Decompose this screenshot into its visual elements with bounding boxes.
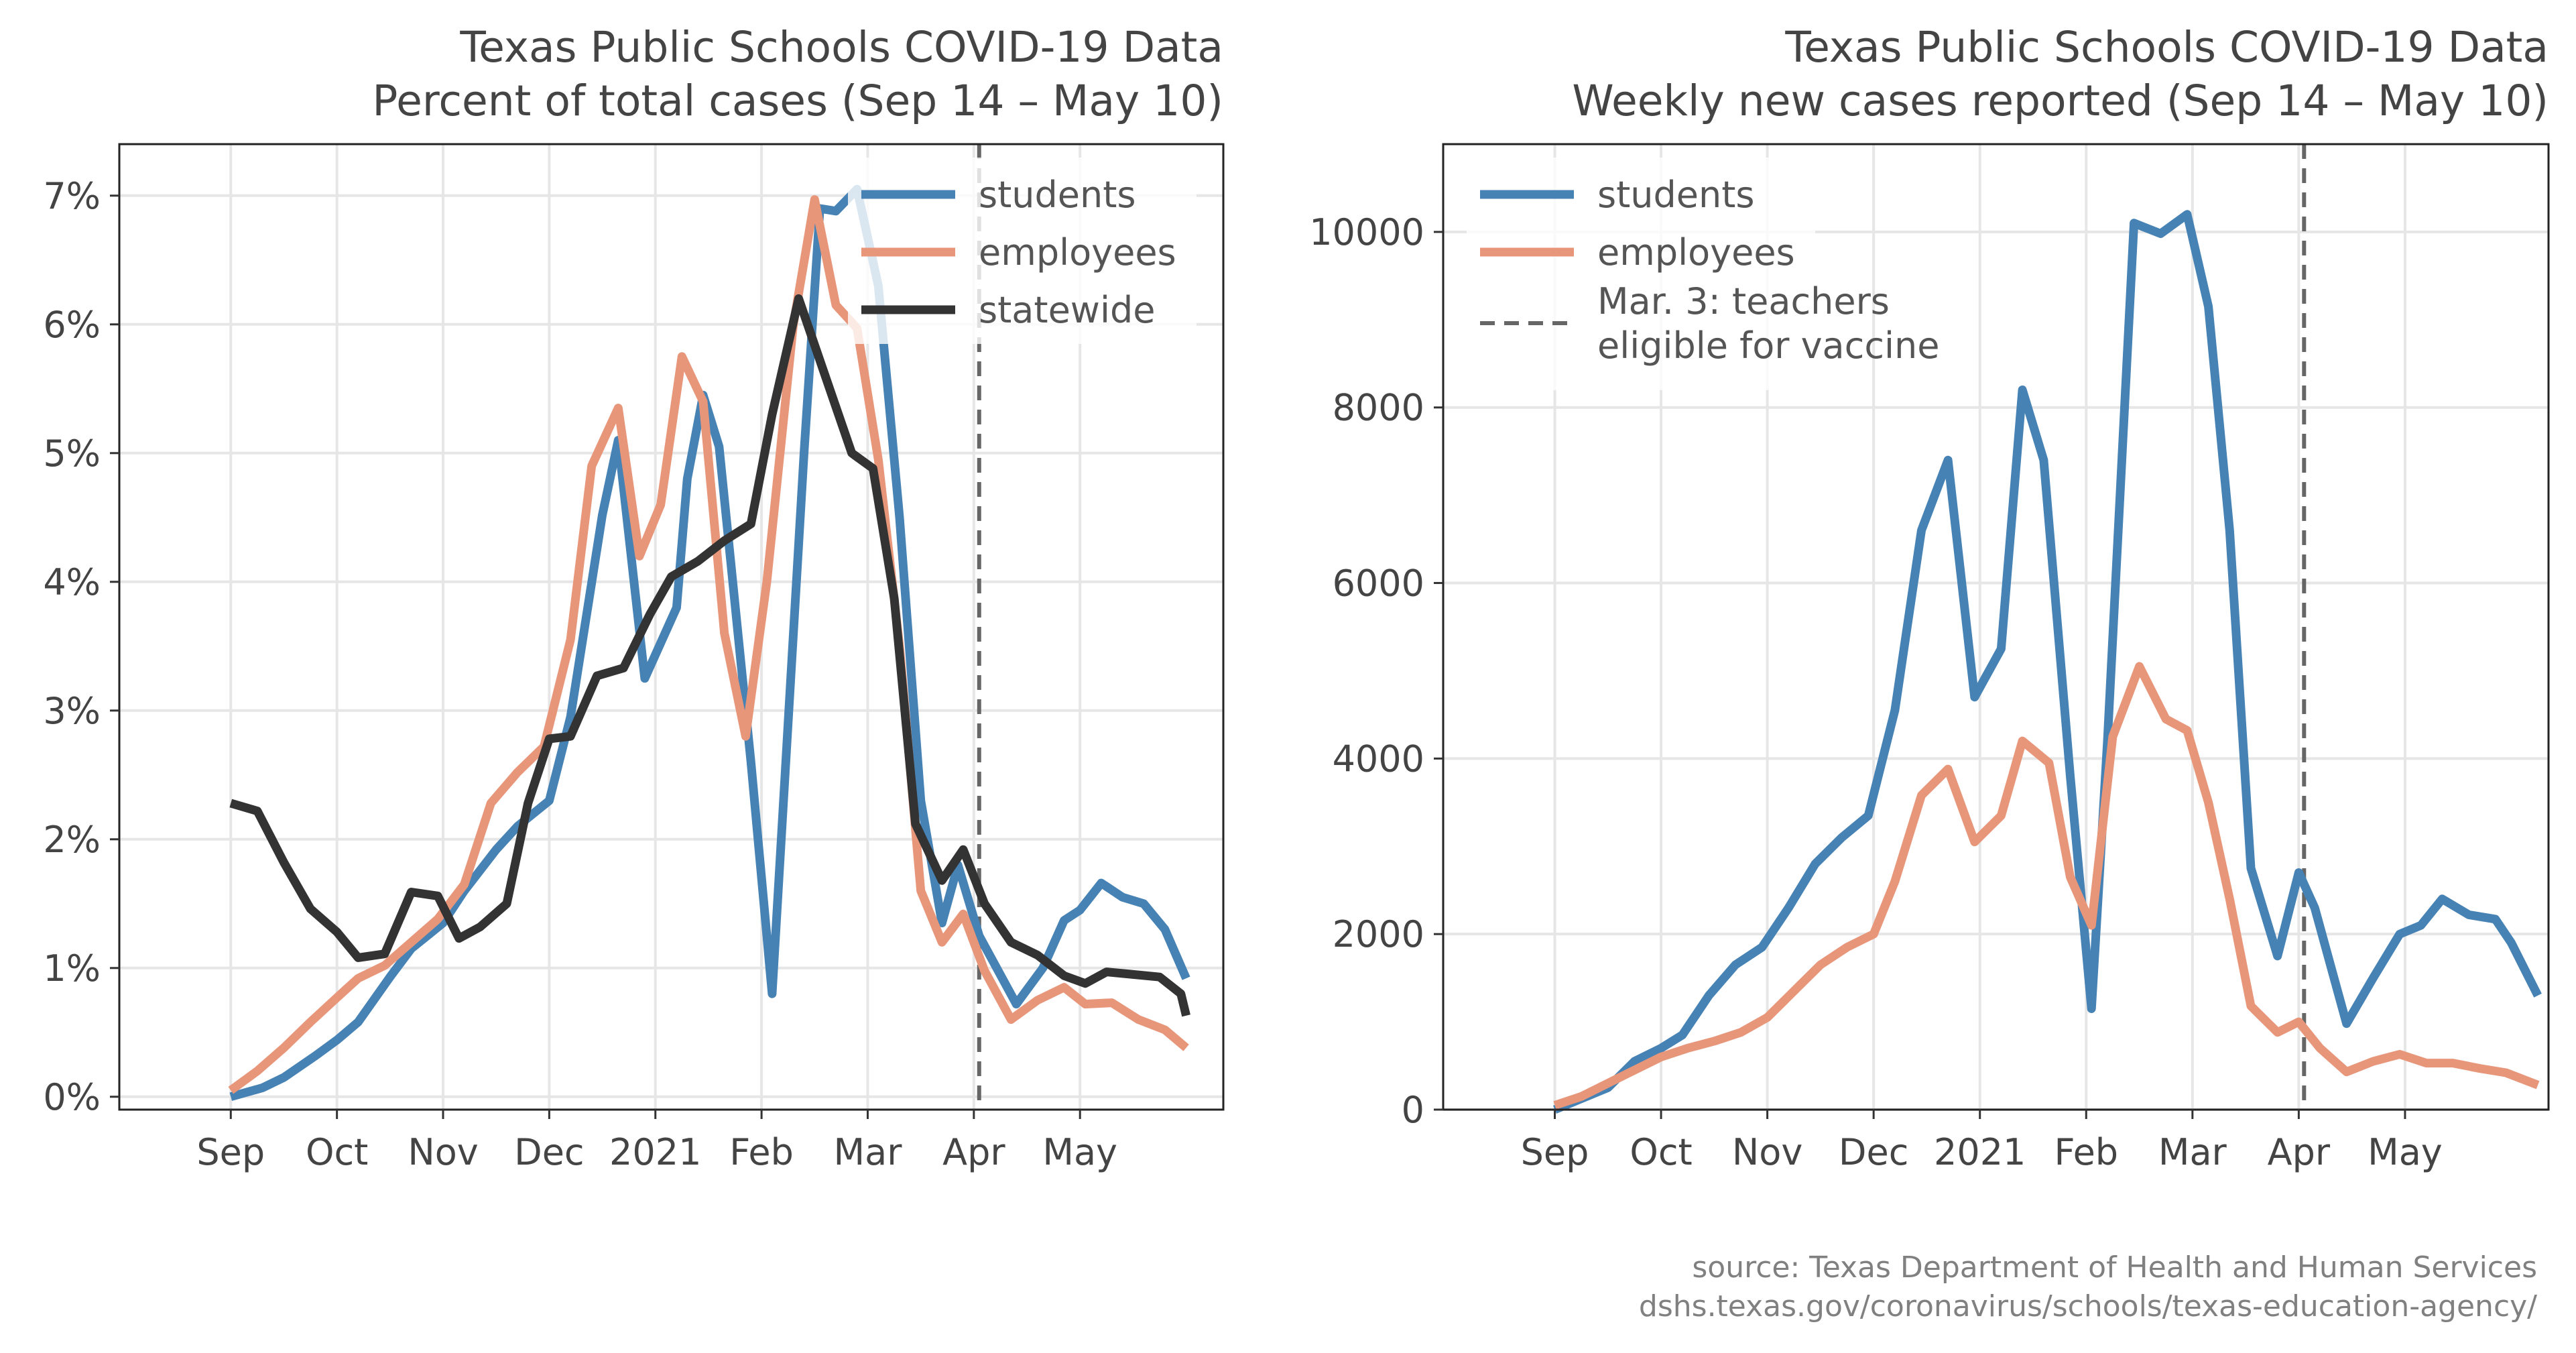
- right-x-tick-label: Dec: [1839, 1131, 1909, 1173]
- left-x-tick-label: 2021: [609, 1131, 701, 1173]
- right-x-tick-label: Sep: [1521, 1131, 1589, 1173]
- left-x-tick-label: Nov: [408, 1131, 478, 1173]
- right-legend-label-vaccine: eligible for vaccine: [1597, 325, 1939, 367]
- right-x-tick-label: Apr: [2268, 1131, 2331, 1173]
- right-y-tick-label: 8000: [1333, 387, 1424, 429]
- right-y-tick-label: 2000: [1333, 913, 1424, 955]
- left-y-tick-label: 6%: [43, 304, 101, 346]
- right-x-tick-label: Oct: [1630, 1131, 1692, 1173]
- left-legend-label-statewide: statewide: [979, 289, 1155, 331]
- left-x-tick-label: Dec: [514, 1131, 585, 1173]
- left-x-tick-label: Sep: [196, 1131, 265, 1173]
- left-x-tick-label: Feb: [729, 1131, 794, 1173]
- left-y-tick-label: 5%: [43, 432, 101, 475]
- right-x-tick-label: May: [2368, 1131, 2443, 1173]
- left-x-tick-label: Apr: [942, 1131, 1005, 1173]
- right-y-tick-label: 4000: [1333, 738, 1424, 780]
- right-chart-subtitle: Weekly new cases reported (Sep 14 – May …: [1572, 76, 2549, 125]
- left-legend-label-students: students: [979, 174, 1136, 216]
- right-series-line-employees: [1553, 662, 2540, 1110]
- right-legend-label-vaccine: Mar. 3: teachers: [1597, 280, 1890, 322]
- left-plot-frame: [118, 143, 1225, 1111]
- left-x-tick-label: Mar: [834, 1131, 903, 1173]
- left-series-lines: [228, 184, 1190, 1102]
- right-legend-background: [1467, 158, 1815, 390]
- right-series-lines: [1553, 210, 2542, 1114]
- right-legend-label-students: students: [1597, 174, 1755, 216]
- left-y-tick-label: 7%: [43, 175, 101, 217]
- left-y-tick-label: 0%: [43, 1076, 101, 1118]
- left-x-tick-label: May: [1042, 1131, 1117, 1173]
- right-plot-frame: [1442, 143, 2550, 1111]
- source-line-2: dshs.texas.gov/coronavirus/schools/texas…: [1639, 1289, 2537, 1323]
- left-legend: students employees statewide: [848, 158, 1197, 344]
- chart-percent-of-total-cases: Texas Public Schools COVID-19 Data Perce…: [43, 23, 1225, 1173]
- left-series-line-statewide: [229, 294, 1190, 1017]
- right-x-tick-label: Nov: [1732, 1131, 1802, 1173]
- left-legend-label-employees: employees: [979, 231, 1176, 274]
- left-y-ticks: 0% 1% 2% 3% 4% 5% 6% 7%: [43, 175, 119, 1118]
- left-x-ticks: Sep Oct Nov Dec 2021 Feb Mar Apr May: [196, 1110, 1117, 1173]
- left-x-tick-label: Oct: [306, 1131, 368, 1173]
- right-x-ticks: Sep Oct Nov Dec 2021 Feb Mar Apr May: [1521, 1110, 2443, 1173]
- left-legend-background: [848, 158, 1197, 344]
- right-chart-title: Texas Public Schools COVID-19 Data: [1784, 23, 2549, 72]
- left-y-tick-label: 1%: [43, 947, 101, 990]
- right-x-tick-label: 2021: [1934, 1131, 2026, 1173]
- right-legend: students employees Mar. 3: teacherseligibl…: [1467, 158, 1939, 390]
- left-y-tick-label: 3%: [43, 690, 101, 732]
- right-y-tick-label: 6000: [1333, 563, 1424, 605]
- left-y-tick-label: 2%: [43, 819, 101, 861]
- right-y-tick-label: 10000: [1309, 211, 1424, 253]
- left-y-tick-label: 4%: [43, 561, 101, 603]
- left-series-line-employees: [228, 195, 1189, 1094]
- right-x-tick-label: Feb: [2054, 1131, 2118, 1173]
- right-legend-label-employees: employees: [1597, 231, 1795, 274]
- right-y-ticks: 0 2000 4000 6000 8000 10000: [1309, 211, 1443, 1131]
- right-y-tick-label: 0: [1402, 1089, 1424, 1131]
- left-chart-title: Texas Public Schools COVID-19 Data: [459, 23, 1223, 72]
- right-x-tick-label: Mar: [2158, 1131, 2227, 1173]
- chart-weekly-new-cases: Texas Public Schools COVID-19 Data Weekl…: [1309, 23, 2550, 1173]
- left-chart-subtitle: Percent of total cases (Sep 14 – May 10): [372, 76, 1223, 125]
- source-line-1: source: Texas Department of Health and H…: [1692, 1250, 2537, 1285]
